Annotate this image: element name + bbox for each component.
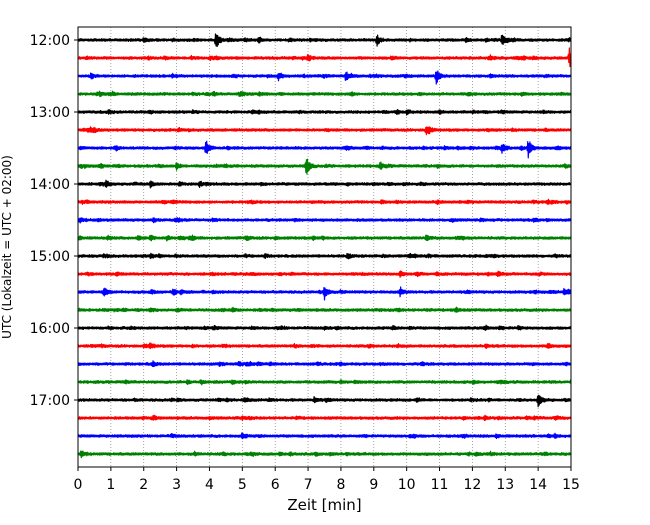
trace-1500 (77, 252, 572, 260)
trace-1600 (77, 324, 572, 331)
x-tick-label: 5 (238, 477, 247, 493)
x-tick-label: 10 (398, 477, 416, 493)
trace-1630 (77, 360, 572, 368)
trace-1700 (77, 394, 572, 408)
x-tick-label: 11 (431, 477, 449, 493)
x-tick-label: 14 (529, 477, 547, 493)
x-tick-label: 2 (139, 477, 148, 493)
x-tick-label: 7 (304, 477, 313, 493)
trace-1515 (77, 270, 572, 278)
y-tick-label: 17:00 (30, 393, 70, 409)
trace-1415 (77, 198, 572, 206)
trace-1330 (77, 140, 572, 159)
y-axis-label: UTC (Lokalzeit = UTC + 02:00) (0, 155, 14, 339)
trace-1245 (77, 90, 572, 98)
trace-1745 (77, 450, 572, 459)
trace-1615 (77, 342, 572, 350)
trace-1445 (77, 234, 572, 242)
x-tick-label: 1 (106, 477, 115, 493)
x-tick-label: 6 (271, 477, 280, 493)
y-tick-label: 13:00 (30, 105, 70, 121)
trace-1530 (77, 286, 572, 301)
x-tick-label: 4 (205, 477, 214, 493)
trace-1345 (77, 158, 572, 175)
trace-1715 (77, 414, 572, 422)
y-axis: 12:00 13:00 14:00 15:00 16:00 17:00 (30, 33, 78, 409)
y-tick-label: 16:00 (30, 321, 70, 337)
grid-layer (110, 27, 539, 467)
traces-layer (77, 33, 572, 459)
trace-1315 (77, 126, 572, 136)
y-tick-label: 15:00 (30, 249, 70, 265)
trace-1645 (77, 379, 572, 386)
x-tick-label: 3 (172, 477, 181, 493)
trace-1545 (77, 306, 572, 313)
x-axis-label: Zeit [min] (287, 496, 361, 514)
x-tick-label: 9 (369, 477, 378, 493)
x-tick-label: 13 (496, 477, 514, 493)
trace-1300 (77, 108, 572, 116)
x-tick-label: 12 (463, 477, 481, 493)
trace-1215 (77, 47, 572, 68)
trace-1230 (77, 70, 572, 85)
x-axis: 0 1 2 3 4 5 6 7 8 9 10 11 12 13 14 15 (74, 467, 580, 493)
trace-1200 (77, 33, 572, 48)
trace-1400 (77, 179, 572, 189)
y-tick-label: 14:00 (30, 177, 70, 193)
plot-frame (77, 26, 572, 468)
trace-1430 (77, 216, 572, 224)
x-tick-label: 15 (562, 477, 580, 493)
trace-1730 (77, 432, 572, 440)
x-tick-label: 8 (336, 477, 345, 493)
y-tick-label: 12:00 (30, 33, 70, 49)
x-tick-label: 0 (74, 477, 83, 493)
